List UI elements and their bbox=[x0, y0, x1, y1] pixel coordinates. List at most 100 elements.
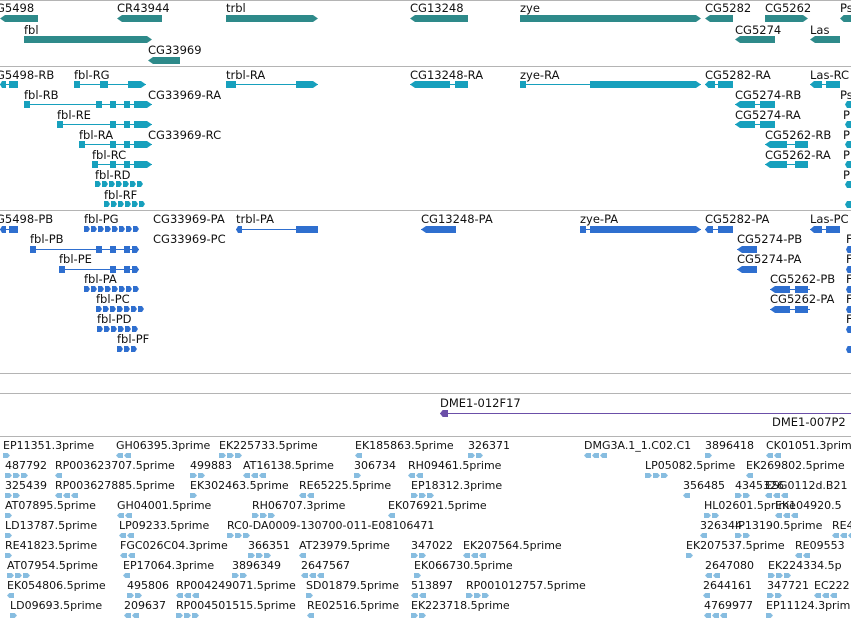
est-glyph[interactable] bbox=[766, 453, 773, 458]
exon-glyph[interactable] bbox=[95, 181, 101, 187]
est-glyph[interactable] bbox=[705, 573, 712, 578]
est-glyph[interactable] bbox=[176, 593, 183, 598]
protein-glyph[interactable] bbox=[705, 226, 713, 233]
est-glyph[interactable] bbox=[712, 513, 719, 518]
protein-glyph[interactable] bbox=[110, 246, 116, 253]
est-glyph[interactable] bbox=[783, 513, 790, 518]
est-glyph[interactable] bbox=[251, 473, 258, 478]
gene-glyph[interactable] bbox=[810, 36, 840, 43]
protein-glyph[interactable] bbox=[718, 226, 733, 233]
est-glyph[interactable] bbox=[15, 573, 22, 578]
exon-glyph[interactable] bbox=[118, 326, 124, 332]
gene-glyph[interactable] bbox=[765, 15, 808, 22]
protein-glyph[interactable] bbox=[846, 306, 851, 313]
transcript-glyph[interactable] bbox=[590, 81, 701, 88]
transcript-glyph[interactable] bbox=[845, 121, 851, 128]
exon-glyph[interactable] bbox=[133, 286, 139, 292]
est-glyph[interactable] bbox=[743, 493, 750, 498]
est-glyph[interactable] bbox=[259, 473, 266, 478]
est-glyph[interactable] bbox=[411, 593, 418, 598]
est-glyph[interactable] bbox=[795, 553, 802, 558]
exon-glyph[interactable] bbox=[112, 226, 118, 232]
est-glyph[interactable] bbox=[773, 493, 780, 498]
est-glyph[interactable] bbox=[388, 513, 395, 518]
est-glyph[interactable] bbox=[21, 473, 28, 478]
exon-glyph[interactable] bbox=[116, 181, 122, 187]
est-glyph[interactable] bbox=[830, 593, 837, 598]
est-glyph[interactable] bbox=[127, 533, 134, 538]
est-glyph[interactable] bbox=[219, 453, 226, 458]
exon-glyph[interactable] bbox=[119, 286, 125, 292]
est-glyph[interactable] bbox=[299, 553, 306, 558]
est-glyph[interactable] bbox=[700, 533, 707, 538]
est-glyph[interactable] bbox=[116, 453, 123, 458]
transcript-glyph[interactable] bbox=[92, 161, 98, 168]
protein-glyph[interactable] bbox=[132, 266, 139, 273]
est-glyph[interactable] bbox=[776, 573, 783, 578]
exon-glyph[interactable] bbox=[84, 226, 90, 232]
transcript-glyph[interactable] bbox=[810, 81, 822, 88]
transcript-glyph[interactable] bbox=[134, 161, 152, 168]
protein-glyph[interactable] bbox=[96, 246, 102, 253]
exon-glyph[interactable] bbox=[96, 306, 102, 312]
est-glyph[interactable] bbox=[192, 593, 199, 598]
exon-glyph[interactable] bbox=[138, 306, 144, 312]
est-glyph[interactable] bbox=[416, 473, 423, 478]
est-glyph[interactable] bbox=[411, 553, 418, 558]
est-glyph[interactable] bbox=[5, 493, 12, 498]
transcript-glyph[interactable] bbox=[520, 81, 526, 88]
transcript-glyph[interactable] bbox=[795, 141, 808, 148]
est-glyph[interactable] bbox=[712, 613, 719, 618]
transcript-glyph[interactable] bbox=[735, 121, 755, 128]
est-glyph[interactable] bbox=[767, 593, 774, 598]
exon-glyph[interactable] bbox=[102, 181, 108, 187]
protein-glyph[interactable] bbox=[810, 226, 822, 233]
transcript-glyph[interactable] bbox=[134, 141, 152, 148]
transcript-glyph[interactable] bbox=[410, 81, 450, 88]
est-glyph[interactable] bbox=[235, 533, 242, 538]
protein-glyph[interactable] bbox=[737, 266, 757, 273]
est-glyph[interactable] bbox=[3, 453, 10, 458]
transcript-glyph[interactable] bbox=[760, 101, 775, 108]
est-glyph[interactable] bbox=[746, 473, 753, 478]
est-glyph[interactable] bbox=[474, 593, 481, 598]
protein-glyph[interactable] bbox=[59, 266, 65, 273]
est-glyph[interactable] bbox=[427, 493, 434, 498]
transcript-glyph[interactable] bbox=[74, 81, 80, 88]
protein-glyph[interactable] bbox=[124, 266, 130, 273]
protein-glyph[interactable] bbox=[795, 286, 808, 293]
est-glyph[interactable] bbox=[803, 553, 810, 558]
est-glyph[interactable] bbox=[775, 513, 782, 518]
est-glyph[interactable] bbox=[704, 513, 711, 518]
gene-glyph[interactable] bbox=[0, 15, 38, 22]
est-glyph[interactable] bbox=[791, 513, 798, 518]
exon-glyph[interactable] bbox=[98, 286, 104, 292]
transcript-glyph[interactable] bbox=[735, 101, 755, 108]
est-glyph[interactable] bbox=[232, 573, 239, 578]
est-glyph[interactable] bbox=[355, 453, 362, 458]
est-glyph[interactable] bbox=[775, 593, 782, 598]
est-glyph[interactable] bbox=[227, 453, 234, 458]
est-glyph[interactable] bbox=[264, 553, 271, 558]
transcript-glyph[interactable] bbox=[124, 141, 130, 148]
est-glyph[interactable] bbox=[124, 453, 131, 458]
transcript-glyph[interactable] bbox=[128, 81, 146, 88]
transcript-glyph[interactable] bbox=[0, 81, 6, 88]
est-glyph[interactable] bbox=[735, 533, 742, 538]
est-glyph[interactable] bbox=[256, 553, 263, 558]
est-glyph[interactable] bbox=[784, 573, 791, 578]
transcript-glyph[interactable] bbox=[705, 81, 715, 88]
transcript-glyph[interactable] bbox=[110, 121, 116, 128]
est-glyph[interactable] bbox=[301, 573, 308, 578]
transcript-glyph[interactable] bbox=[296, 81, 318, 88]
est-glyph[interactable] bbox=[55, 473, 62, 478]
est-glyph[interactable] bbox=[408, 473, 415, 478]
est-glyph[interactable] bbox=[119, 533, 126, 538]
est-glyph[interactable] bbox=[814, 593, 821, 598]
est-glyph[interactable] bbox=[268, 513, 275, 518]
est-glyph[interactable] bbox=[7, 573, 14, 578]
est-glyph[interactable] bbox=[240, 573, 247, 578]
exon-glyph[interactable] bbox=[105, 286, 111, 292]
est-glyph[interactable] bbox=[227, 533, 234, 538]
est-glyph[interactable] bbox=[704, 613, 711, 618]
